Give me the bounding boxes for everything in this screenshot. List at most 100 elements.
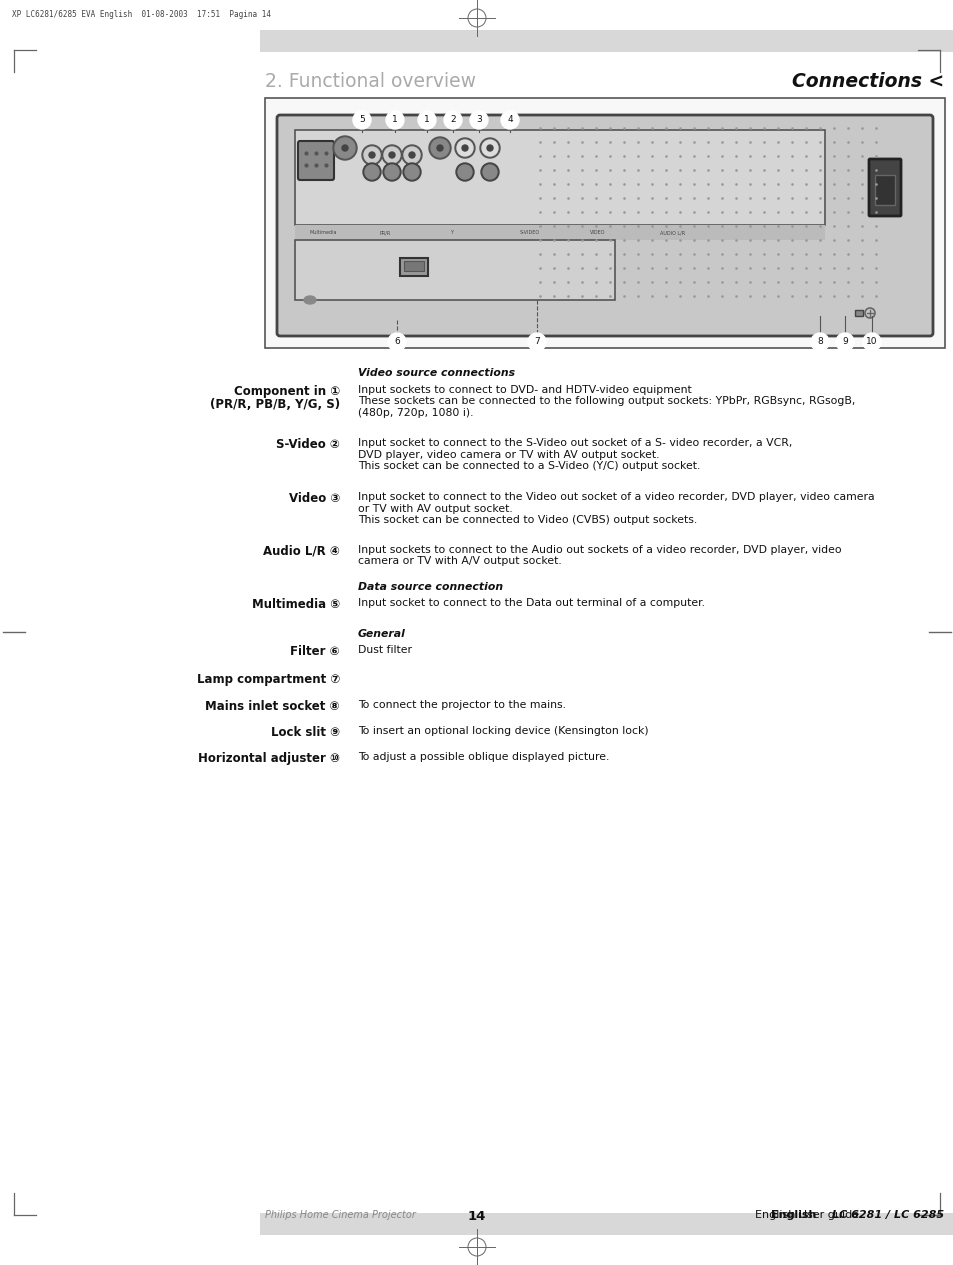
Circle shape (386, 111, 403, 129)
Text: Input socket to connect to the Data out terminal of a computer.: Input socket to connect to the Data out … (357, 598, 704, 608)
Text: 3: 3 (476, 115, 481, 124)
Circle shape (9, 627, 19, 638)
Text: 1: 1 (392, 115, 397, 124)
Circle shape (385, 164, 398, 180)
Circle shape (381, 145, 401, 164)
Circle shape (500, 111, 518, 129)
Text: Video source connections: Video source connections (357, 368, 515, 378)
Circle shape (482, 164, 497, 180)
Text: These sockets can be connected to the following output sockets: YPbPr, RGBsync, : These sockets can be connected to the fo… (357, 396, 855, 406)
Circle shape (934, 627, 944, 638)
Text: Input sockets to connect to the Audio out sockets of a video recorder, DVD playe: Input sockets to connect to the Audio ou… (357, 545, 841, 555)
Text: PR/R: PR/R (379, 230, 391, 235)
Circle shape (417, 111, 436, 129)
Text: (480p, 720p, 1080 i).: (480p, 720p, 1080 i). (357, 409, 473, 417)
Text: 14: 14 (467, 1211, 486, 1223)
Text: Dust filter: Dust filter (357, 645, 412, 655)
Bar (294, 225, 824, 240)
Text: 2: 2 (450, 115, 456, 124)
Bar (294, 240, 615, 300)
Text: This socket can be connected to a S-Video (Y/C) output socket.: This socket can be connected to a S-Vide… (357, 460, 700, 471)
Text: To insert an optional locking device (Kensington lock): To insert an optional locking device (Ke… (357, 726, 648, 736)
Circle shape (389, 152, 395, 158)
Bar (294, 130, 824, 225)
Circle shape (436, 145, 442, 151)
Text: AUDIO L/R: AUDIO L/R (659, 230, 684, 235)
FancyBboxPatch shape (868, 159, 900, 216)
Text: To adjust a possible oblique displayed picture.: To adjust a possible oblique displayed p… (357, 751, 609, 762)
Text: Lamp compartment ⑦: Lamp compartment ⑦ (196, 673, 339, 686)
Circle shape (402, 163, 420, 181)
Circle shape (480, 163, 498, 181)
Circle shape (382, 163, 400, 181)
Text: S-Video ②: S-Video ② (275, 438, 339, 452)
Circle shape (341, 145, 348, 151)
Text: VIDEO: VIDEO (589, 230, 605, 235)
Text: To connect the projector to the mains.: To connect the projector to the mains. (357, 700, 565, 710)
Text: 1: 1 (424, 115, 430, 124)
Circle shape (862, 333, 880, 350)
Bar (265, 97, 944, 348)
Circle shape (364, 147, 379, 163)
Circle shape (369, 152, 375, 158)
Circle shape (429, 137, 451, 159)
Bar (874, 175, 894, 205)
Text: Connections <: Connections < (791, 72, 943, 91)
Circle shape (384, 147, 399, 163)
Text: Philips Home Cinema Projector: Philips Home Cinema Projector (265, 1211, 416, 1219)
Text: Input sockets to connect to DVD- and HDTV-video equipment: Input sockets to connect to DVD- and HDT… (357, 385, 691, 395)
Text: or TV with AV output socket.: or TV with AV output socket. (357, 503, 512, 514)
Text: 4: 4 (507, 115, 513, 124)
Circle shape (333, 137, 356, 159)
Text: DVD player, video camera or TV with AV output socket.: DVD player, video camera or TV with AV o… (357, 449, 659, 459)
Circle shape (365, 164, 378, 180)
Circle shape (401, 145, 421, 164)
Circle shape (409, 152, 415, 158)
Ellipse shape (304, 296, 315, 304)
Bar (260, 1213, 953, 1235)
Text: XP LC6281/6285 EVA English  01-08-2003  17:51  Pagina 14: XP LC6281/6285 EVA English 01-08-2003 17… (12, 10, 271, 19)
Text: Multimedia ⑤: Multimedia ⑤ (252, 598, 339, 611)
Text: Lock slit ⑨: Lock slit ⑨ (271, 726, 339, 739)
Circle shape (810, 333, 828, 350)
Text: LC 6281 / LC 6285: LC 6281 / LC 6285 (831, 1211, 943, 1219)
Text: Y: Y (450, 230, 453, 235)
Circle shape (456, 163, 474, 181)
Circle shape (431, 139, 449, 157)
Text: Input socket to connect to the Video out socket of a video recorder, DVD player,: Input socket to connect to the Video out… (357, 492, 874, 502)
Text: 7: 7 (534, 338, 539, 347)
Bar (399, 258, 428, 276)
Circle shape (361, 145, 381, 164)
Circle shape (527, 333, 545, 350)
Circle shape (443, 111, 461, 129)
Circle shape (388, 333, 406, 350)
Circle shape (479, 138, 499, 158)
Text: Data source connection: Data source connection (357, 582, 502, 592)
Circle shape (403, 147, 419, 163)
Circle shape (456, 140, 473, 156)
Circle shape (455, 138, 475, 158)
Text: English User guide: English User guide (754, 1211, 865, 1219)
Text: Component in ①: Component in ① (233, 385, 339, 398)
Text: Video ③: Video ③ (289, 492, 339, 505)
Circle shape (486, 145, 493, 151)
Text: Audio L/R ④: Audio L/R ④ (263, 545, 339, 558)
Text: 5: 5 (358, 115, 364, 124)
Text: S-VIDEO: S-VIDEO (519, 230, 539, 235)
Text: General: General (357, 629, 405, 639)
Text: Input socket to connect to the S-Video out socket of a S- video recorder, a VCR,: Input socket to connect to the S-Video o… (357, 438, 792, 448)
Text: Filter ⑥: Filter ⑥ (290, 645, 339, 658)
Text: 9: 9 (841, 338, 847, 347)
Text: Horizontal adjuster ⑩: Horizontal adjuster ⑩ (198, 751, 339, 765)
Text: 8: 8 (817, 338, 822, 347)
Text: camera or TV with A/V output socket.: camera or TV with A/V output socket. (357, 557, 561, 567)
Bar (854, 310, 862, 316)
Text: 2. Functional overview: 2. Functional overview (265, 72, 476, 91)
Circle shape (335, 138, 355, 158)
Circle shape (353, 111, 371, 129)
Bar (403, 261, 423, 271)
Bar (260, 30, 953, 52)
Text: 6: 6 (394, 338, 399, 347)
FancyBboxPatch shape (297, 140, 334, 180)
Circle shape (405, 164, 418, 180)
